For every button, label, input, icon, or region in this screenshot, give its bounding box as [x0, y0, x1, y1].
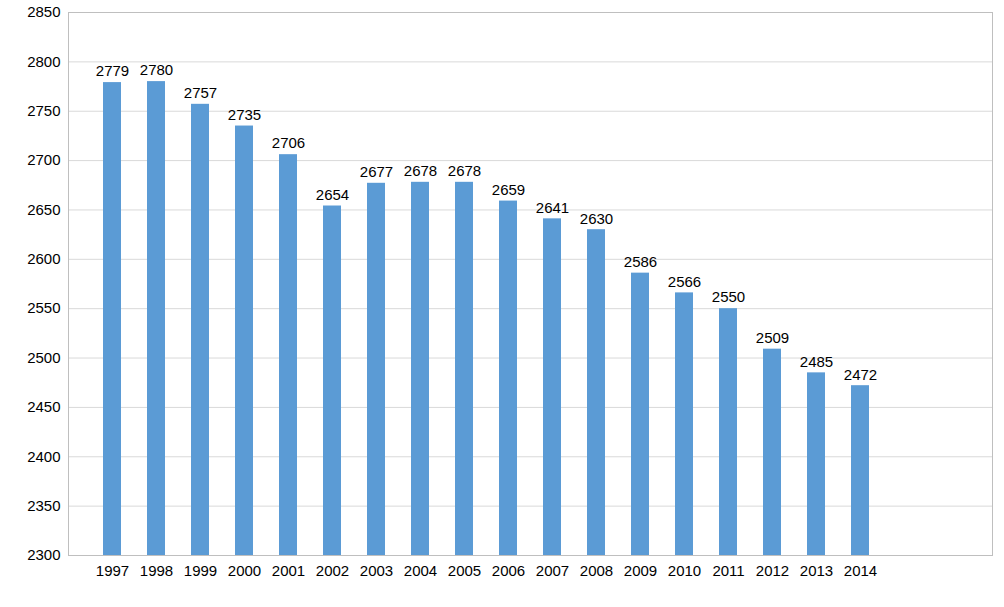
svg-text:2750: 2750 — [27, 102, 60, 119]
svg-text:1998: 1998 — [140, 562, 173, 579]
svg-text:2450: 2450 — [27, 398, 60, 415]
svg-text:2757: 2757 — [184, 84, 217, 101]
svg-text:2001: 2001 — [272, 562, 305, 579]
svg-text:2630: 2630 — [580, 210, 613, 227]
svg-text:2300: 2300 — [27, 546, 60, 563]
svg-text:2011: 2011 — [712, 562, 744, 579]
svg-text:2550: 2550 — [712, 288, 745, 305]
svg-text:2007: 2007 — [536, 562, 569, 579]
svg-text:2012: 2012 — [756, 562, 789, 579]
svg-text:2009: 2009 — [624, 562, 657, 579]
svg-text:2014: 2014 — [844, 562, 877, 579]
svg-text:2678: 2678 — [404, 162, 437, 179]
svg-text:2659: 2659 — [492, 181, 525, 198]
svg-text:2650: 2650 — [27, 201, 60, 218]
svg-text:2002: 2002 — [316, 562, 349, 579]
svg-text:2780: 2780 — [140, 61, 173, 78]
svg-text:2400: 2400 — [27, 448, 60, 465]
svg-text:2641: 2641 — [536, 199, 569, 216]
svg-text:2735: 2735 — [228, 106, 261, 123]
svg-text:2654: 2654 — [316, 186, 349, 203]
svg-text:2472: 2472 — [844, 365, 877, 382]
svg-text:2600: 2600 — [27, 250, 60, 267]
svg-text:2706: 2706 — [272, 134, 305, 151]
svg-text:2485: 2485 — [800, 353, 833, 370]
svg-text:2550: 2550 — [27, 299, 60, 316]
svg-text:2566: 2566 — [668, 273, 701, 290]
svg-text:2677: 2677 — [360, 163, 393, 180]
svg-text:2700: 2700 — [27, 151, 60, 168]
svg-text:1999: 1999 — [184, 562, 217, 579]
svg-text:2800: 2800 — [27, 53, 60, 70]
svg-text:2350: 2350 — [27, 497, 60, 514]
svg-text:2010: 2010 — [668, 562, 701, 579]
svg-text:2003: 2003 — [360, 562, 393, 579]
svg-text:2500: 2500 — [27, 349, 60, 366]
svg-text:2850: 2850 — [27, 3, 60, 20]
svg-text:2005: 2005 — [448, 562, 481, 579]
svg-text:2509: 2509 — [756, 329, 789, 346]
svg-text:2586: 2586 — [624, 253, 657, 270]
svg-text:2678: 2678 — [448, 162, 481, 179]
svg-text:2008: 2008 — [580, 562, 613, 579]
svg-text:2013: 2013 — [800, 562, 833, 579]
svg-text:2004: 2004 — [404, 562, 437, 579]
svg-text:1997: 1997 — [96, 562, 129, 579]
svg-text:2006: 2006 — [492, 562, 525, 579]
svg-text:2000: 2000 — [228, 562, 261, 579]
svg-text:2779: 2779 — [96, 62, 129, 79]
